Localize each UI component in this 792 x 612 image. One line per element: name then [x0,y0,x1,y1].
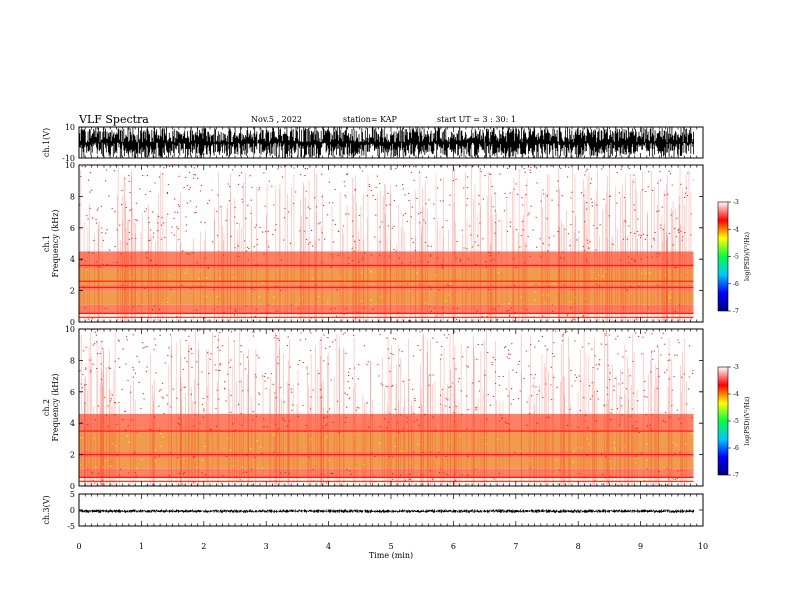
spectrogram-band-5 [79,413,694,433]
y-ticks-ch2-spec [79,328,703,487]
x-ticks-ch3-wave [78,494,704,526]
y-tick-label-ch2-spec-1: 2 [70,451,75,460]
x-tick-label-10: 10 [698,542,708,551]
spectrogram-texture-2 [94,457,682,470]
spectrogram-band-4 [79,268,694,285]
y-tick-label-ch2-spec-4: 8 [70,356,75,365]
x-tick-label-5: 5 [388,542,393,551]
waveform-trace [78,127,694,158]
waveform-ch3 [78,509,694,513]
x-tick-label-9: 9 [638,542,643,551]
x-ticks-ch1-spec [78,165,704,322]
colorbar-tick-label-ch1-0: -3 [733,199,739,206]
y-tick-label-ch1-wave-1: -10 [62,154,75,163]
x-tick-label-0: 0 [76,542,81,551]
colorbar-tick-label-ch2-0: -3 [733,364,739,371]
colorbar-ch1 [717,201,729,312]
x-tick-label-3: 3 [264,542,269,551]
colorbar-tick-label-ch2-4: -7 [733,472,739,479]
x-tick-label-7: 7 [513,542,518,551]
y-tick-label-ch1-wave-0: 10 [65,123,75,132]
colorbar-tick-label-ch2-1: -4 [733,391,739,398]
y-ticks-ch1-wave [79,126,703,159]
x-tick-label-1: 1 [139,542,144,551]
spectrogram-texture-6 [79,164,695,252]
spectrogram-texture-yellow-4 [86,268,682,285]
spectrogram-band-1 [79,468,694,479]
spectrogram-no-data [693,329,703,486]
y-axis-label-ch1-spec-1: Frequency (kHz) [51,209,60,277]
colorbar-tick-label-ch2-2: -5 [733,418,739,425]
colorbar-tick-label-ch1-3: -6 [733,281,739,288]
x-ticks-ch2-spec [78,329,704,486]
spectrogram-texture-2 [87,290,691,306]
y-tick-label-ch3-wave-1: 0 [70,506,75,515]
y-tick-label-ch3-wave-0: 5 [70,490,75,499]
x-ticks-ch1-wave [78,127,704,158]
y-axis-label-ch1-wave: ch.1(V) [42,128,51,157]
y-tick-label-ch1-spec-4: 8 [70,192,75,201]
spectrogram-band-2 [79,457,694,469]
y-ticks-ch3-wave [79,493,703,527]
date-label: Nov.5 , 2022 [251,115,303,124]
x-tick-label-2: 2 [201,542,206,551]
colorbar-tick-label-ch1-4: -7 [733,308,739,315]
spectrogram-band-4 [79,432,694,452]
y-tick-label-ch1-spec-2: 4 [70,255,75,264]
spectrogram-texture-yellow-2 [80,457,648,470]
waveform-trace [78,509,694,513]
y-tick-label-ch2-spec-3: 6 [70,388,75,397]
spectrogram-ch1 [79,164,703,323]
y-axis-label-ch2-spec-1: Frequency (kHz) [51,373,60,441]
x-axis-title: Time (min) [369,551,413,560]
y-tick-label-ch1-spec-5: 10 [65,161,75,170]
figure-title: VLF Spectra [79,113,149,126]
y-tick-label-ch1-spec-1: 2 [70,287,75,296]
station-label: station= KAP [343,115,397,124]
spectrogram-band-6 [79,165,694,252]
spectrogram-ch2 [79,328,703,487]
y-tick-label-ch2-spec-2: 4 [70,419,75,428]
spectrogram-texture-6 [79,328,695,415]
colorbar-tick-label-ch1-2: -5 [733,254,739,261]
spectrogram-texture-yellow-4 [80,432,693,452]
start-time-label: start UT = 3 : 30: 1 [437,115,516,124]
spectrogram-texture-1 [84,304,680,315]
waveform-ch1 [78,127,694,158]
colorbar-tick-label-ch2-3: -6 [733,445,739,452]
y-tick-label-ch1-spec-3: 6 [70,224,75,233]
y-tick-label-ch1-spec-0: 0 [70,318,75,327]
x-tick-label-4: 4 [326,542,331,551]
spectrogram-texture-yellow-2 [161,290,673,305]
colorbar-ch2 [717,366,729,476]
spectrogram-band-0 [79,478,694,486]
colorbar-label-ch1: log(PSD)(V²/Hz) [744,232,751,281]
spectrogram-band-2 [79,290,694,305]
spectrogram-no-data [693,165,703,322]
panel-frames [78,126,704,527]
y-axis-label-ch1-spec-0: ch.1 [42,235,51,252]
spectrogram-texture-4 [80,432,694,452]
x-tick-label-8: 8 [576,542,581,551]
y-ticks-ch1-spec [79,164,703,323]
spectrogram-band-0 [79,314,694,322]
y-tick-label-ch3-wave-2: -5 [67,522,75,531]
y-tick-label-ch2-spec-0: 0 [70,482,75,491]
spectrogram-band-6 [79,329,694,414]
spectrogram-band-5 [79,251,694,269]
y-axis-label-ch2-spec-0: ch.2 [42,399,51,416]
colorbar-label-ch2: log(PSD)(V²/Hz) [744,397,751,446]
y-tick-label-ch2-spec-5: 10 [65,325,75,334]
x-tick-label-6: 6 [451,542,456,551]
y-axis-label-ch3-wave: ch.3(V) [42,495,51,524]
colorbar-tick-label-ch1-1: -4 [733,226,739,233]
spectrogram-band-1 [79,304,694,315]
colorbars: -3 -4 -5 -6 -7 log(PSD)(V²/Hz) -3 -4 -5 -6 -7 log(P… [717,199,751,479]
